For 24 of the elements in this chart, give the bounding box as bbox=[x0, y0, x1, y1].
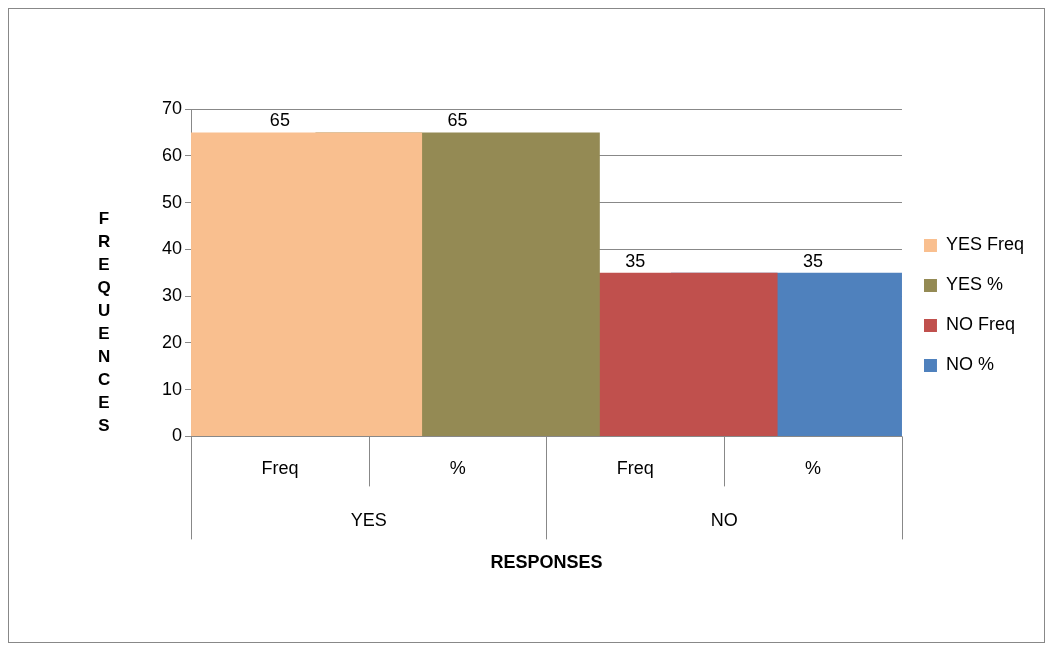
legend-label: YES Freq bbox=[945, 234, 1024, 255]
text: FREQUENCES bbox=[97, 208, 111, 435]
y-tick-label: 0 bbox=[172, 425, 183, 446]
y-tick-label: 10 bbox=[161, 378, 183, 399]
legend-label: NO % bbox=[945, 354, 994, 375]
data-label: 65 bbox=[269, 110, 290, 131]
y-tick-label: 20 bbox=[161, 331, 183, 352]
x-tick-label: % bbox=[805, 458, 822, 479]
y-tick-label: 30 bbox=[161, 285, 183, 306]
y-tick-label: 40 bbox=[161, 238, 183, 259]
text: NO bbox=[710, 510, 738, 531]
y-tick-label: 60 bbox=[161, 144, 183, 165]
x-tick-label: Freq bbox=[261, 458, 299, 479]
y-tick-label: 70 bbox=[161, 97, 183, 118]
text: YES bbox=[350, 510, 387, 531]
data-label: 65 bbox=[447, 110, 468, 131]
data-label: 35 bbox=[803, 250, 824, 271]
y-tick-label: 50 bbox=[161, 191, 183, 212]
legend-label: YES % bbox=[945, 274, 1003, 295]
legend-label: NO Freq bbox=[945, 314, 1015, 335]
x-tick-label: % bbox=[449, 458, 466, 479]
data-label: 35 bbox=[625, 250, 646, 271]
x-tick-label: Freq bbox=[616, 458, 654, 479]
x-axis-title: RESPONSES bbox=[490, 552, 603, 573]
